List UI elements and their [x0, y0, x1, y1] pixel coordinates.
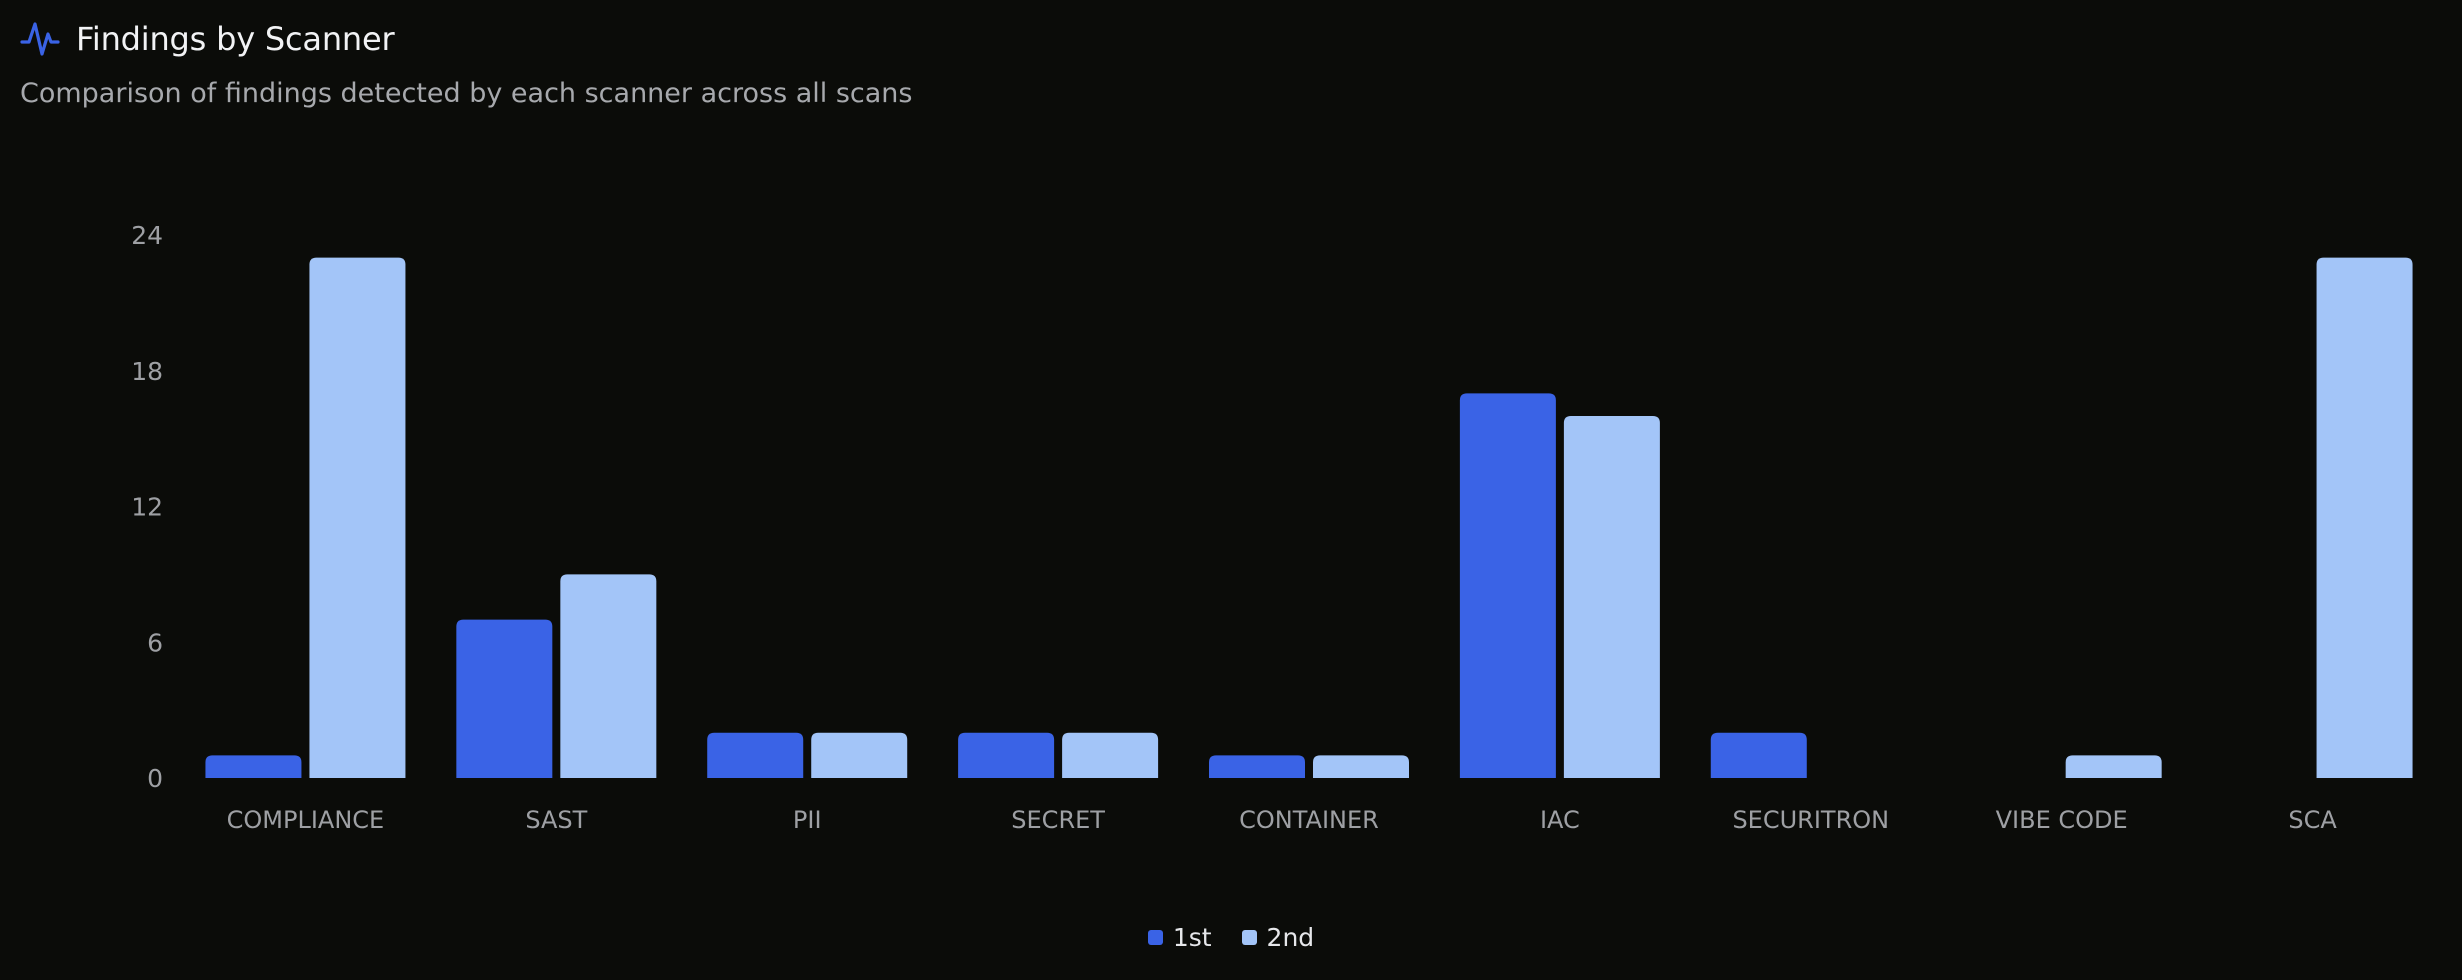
- x-tick-label: SECRET: [1011, 806, 1105, 834]
- bar-1st-iac[interactable]: [1459, 393, 1556, 778]
- x-tick-label: SAST: [525, 806, 587, 834]
- chart-legend: 1st 2nd: [0, 923, 2462, 952]
- bar-1st-pii[interactable]: [707, 732, 804, 778]
- bar-1st-securitron[interactable]: [1710, 732, 1807, 778]
- bar-1st-container[interactable]: [1209, 755, 1305, 778]
- bar-chart: 0 6 12 18 24 COMPLIANCE SAST PII SECRET CONTAINER…: [131, 221, 2413, 834]
- activity-pulse-icon: [20, 18, 60, 60]
- bar-1st-sast[interactable]: [456, 619, 553, 778]
- legend-swatch-1st: [1147, 930, 1163, 945]
- y-tick-label: 12: [131, 493, 163, 522]
- x-tick-label: VIBE CODE: [1996, 806, 2128, 834]
- x-tick-label: IAC: [1540, 806, 1580, 834]
- chart-title: Findings by Scanner: [76, 20, 395, 58]
- legend-swatch-2nd: [1241, 930, 1257, 945]
- x-tick-label: SECURITRON: [1732, 806, 1889, 834]
- bar-2nd-sast[interactable]: [560, 574, 657, 778]
- legend-item-1st[interactable]: 1st: [1147, 923, 1212, 952]
- y-tick-label: 24: [131, 221, 163, 250]
- bar-2nd-vibe-code[interactable]: [2065, 755, 2162, 778]
- bar-2nd-container[interactable]: [1313, 755, 1409, 778]
- chart-header: Findings by Scanner: [20, 18, 395, 60]
- chart-subtitle: Comparison of findings detected by each …: [20, 78, 913, 109]
- bar-1st-secret[interactable]: [958, 732, 1055, 778]
- bar-2nd-pii[interactable]: [811, 732, 908, 778]
- y-tick-label: 6: [147, 628, 163, 657]
- y-tick-label: 18: [131, 357, 163, 386]
- legend-label-1st: 1st: [1172, 923, 1212, 952]
- legend-label-2nd: 2nd: [1266, 923, 1315, 952]
- bar-2nd-sca[interactable]: [2316, 257, 2413, 778]
- x-tick-label: COMPLIANCE: [227, 806, 385, 834]
- y-tick-label: 0: [147, 764, 163, 793]
- bar-2nd-iac[interactable]: [1563, 416, 1660, 778]
- x-tick-label: CONTAINER: [1239, 806, 1379, 834]
- bar-2nd-secret[interactable]: [1062, 732, 1159, 778]
- bar-1st-compliance[interactable]: [205, 755, 302, 778]
- x-tick-label: PII: [793, 806, 822, 834]
- x-tick-label: SCA: [2288, 806, 2337, 834]
- legend-item-2nd[interactable]: 2nd: [1241, 923, 1315, 952]
- bar-2nd-compliance[interactable]: [309, 257, 406, 778]
